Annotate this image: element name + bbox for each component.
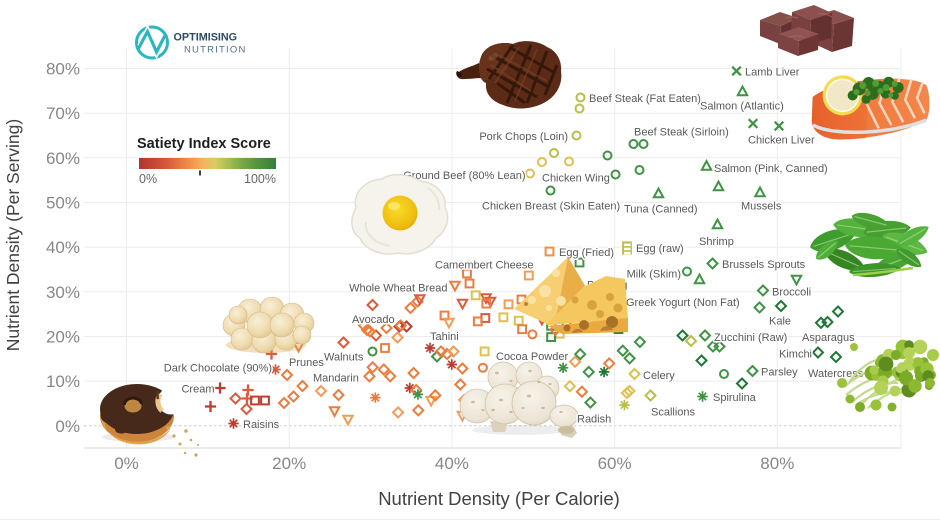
svg-text:60%: 60%	[46, 149, 80, 168]
svg-text:40%: 40%	[435, 454, 469, 473]
svg-text:Avocado: Avocado	[352, 314, 395, 326]
svg-text:80%: 80%	[760, 454, 794, 473]
svg-text:Egg (Fried): Egg (Fried)	[559, 247, 614, 259]
svg-text:Spirulina: Spirulina	[713, 392, 757, 404]
svg-text:Watercress: Watercress	[808, 368, 864, 380]
svg-text:OPTIMISING: OPTIMISING	[174, 32, 238, 44]
svg-text:Satiety Index Score: Satiety Index Score	[137, 136, 271, 152]
svg-text:Kale: Kale	[769, 316, 791, 328]
svg-text:Mussels: Mussels	[741, 201, 782, 213]
svg-text:Brussels Sprouts: Brussels Sprouts	[722, 259, 806, 271]
svg-text:20%: 20%	[272, 454, 306, 473]
svg-text:Prunes: Prunes	[289, 357, 324, 369]
svg-text:Mandarin: Mandarin	[313, 373, 359, 385]
svg-text:0%: 0%	[139, 172, 157, 186]
svg-text:Tahini: Tahini	[430, 331, 459, 343]
svg-text:Parsley: Parsley	[761, 367, 798, 379]
svg-text:Beef Steak (Sirloin): Beef Steak (Sirloin)	[634, 127, 729, 139]
svg-text:Greek Yogurt (Non Fat): Greek Yogurt (Non Fat)	[626, 297, 740, 309]
svg-text:Pork Chops (Loin): Pork Chops (Loin)	[479, 131, 568, 143]
svg-text:Egg (raw): Egg (raw)	[636, 243, 684, 255]
svg-text:Cocoa Powder: Cocoa Powder	[496, 351, 568, 363]
svg-text:0%: 0%	[114, 454, 139, 473]
svg-text:Camembert Cheese: Camembert Cheese	[435, 260, 533, 272]
svg-text:Raisins: Raisins	[243, 419, 280, 431]
svg-text:80%: 80%	[46, 60, 80, 79]
svg-text:20%: 20%	[46, 328, 80, 347]
svg-text:Dark Chocolate (90%): Dark Chocolate (90%)	[164, 363, 272, 375]
svg-text:10%: 10%	[46, 372, 80, 391]
svg-text:Salmon (Atlantic): Salmon (Atlantic)	[700, 101, 784, 113]
svg-text:Whole Wheat Bread: Whole Wheat Bread	[349, 283, 447, 295]
svg-text:50%: 50%	[46, 194, 80, 213]
svg-text:Scallions: Scallions	[651, 407, 696, 419]
svg-text:NUTRITION: NUTRITION	[184, 45, 247, 56]
svg-text:Celery: Celery	[643, 370, 675, 382]
svg-text:Lamb Liver: Lamb Liver	[745, 67, 800, 79]
svg-text:Radish: Radish	[577, 414, 611, 426]
svg-text:Broccoli: Broccoli	[772, 287, 811, 299]
svg-text:Chicken Wing: Chicken Wing	[542, 173, 610, 185]
svg-text:Kimchi: Kimchi	[779, 349, 812, 361]
svg-text:Ground Beef (80% Lean): Ground Beef (80% Lean)	[403, 170, 525, 182]
svg-text:30%: 30%	[46, 283, 80, 302]
svg-text:100%: 100%	[244, 172, 276, 186]
svg-text:0%: 0%	[55, 417, 80, 436]
svg-text:Nutrient Density (Per Calorie): Nutrient Density (Per Calorie)	[378, 488, 620, 509]
svg-text:Salmon (Pink, Canned): Salmon (Pink, Canned)	[714, 163, 828, 175]
svg-text:Shrimp: Shrimp	[699, 236, 734, 248]
svg-text:70%: 70%	[46, 104, 80, 123]
svg-text:40%: 40%	[46, 238, 80, 257]
svg-text:Nutrient Density (Per Serving): Nutrient Density (Per Serving)	[3, 119, 23, 351]
svg-text:Asparagus: Asparagus	[802, 332, 855, 344]
svg-text:Chicken Breast (Skin Eaten): Chicken Breast (Skin Eaten)	[482, 201, 620, 213]
svg-text:Cream: Cream	[181, 384, 214, 396]
svg-text:Zucchini (Raw): Zucchini (Raw)	[714, 332, 787, 344]
svg-text:Beef Steak (Fat Eaten): Beef Steak (Fat Eaten)	[589, 93, 701, 105]
svg-text:Tuna (Canned): Tuna (Canned)	[624, 204, 698, 216]
svg-text:Milk (Skim): Milk (Skim)	[627, 269, 681, 281]
svg-text:Walnuts: Walnuts	[324, 352, 364, 364]
svg-text:Chicken Liver: Chicken Liver	[748, 135, 815, 147]
svg-text:60%: 60%	[598, 454, 632, 473]
